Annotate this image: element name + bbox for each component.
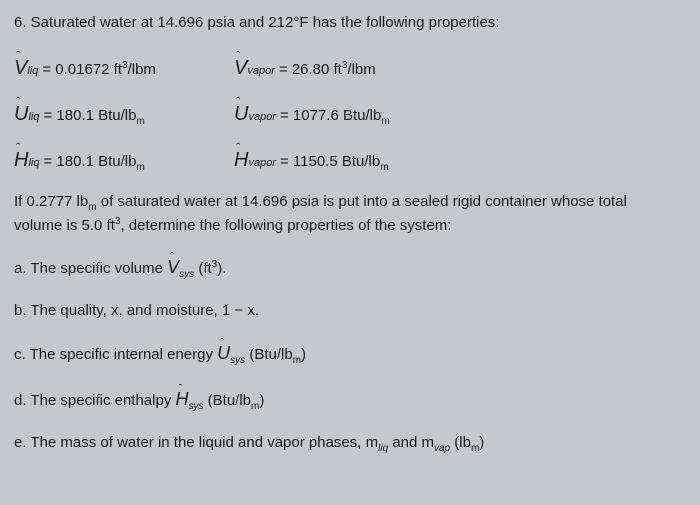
property-row-v: ˆVliq = 0.01672 ft3/lbm ˆVvapor = 26.80 … [14, 53, 694, 83]
question-b: b. The quality, x, and moisture, 1 − x. [14, 300, 694, 323]
question-a: a. The specific volume ˆVsys (ft3). [14, 254, 694, 282]
h-liq: ˆHliq = 180.1 Btu/lbm [14, 145, 234, 175]
question-c: c. The specific internal energy ˆUsys (B… [14, 340, 694, 368]
u-liq: ˆUliq = 180.1 Btu/lbm [14, 99, 234, 129]
u-vapor: ˆUvapor = 1077.6 Btu/lbm [234, 99, 390, 129]
h-vapor: ˆHvapor = 1150.5 Btu/lbm [234, 145, 389, 175]
v-vapor: ˆVvapor = 26.80 ft3/lbm [234, 53, 376, 83]
question-e: e. The mass of water in the liquid and v… [14, 432, 694, 456]
question-d: d. The specific enthalpy ˆHsys (Btu/lbm) [14, 386, 694, 414]
property-row-h: ˆHliq = 180.1 Btu/lbm ˆHvapor = 1150.5 B… [14, 145, 694, 175]
problem-statement: If 0.2777 lbm of saturated water at 14.6… [14, 191, 694, 236]
v-liq: ˆVliq = 0.01672 ft3/lbm [14, 53, 234, 83]
problem-header: 6. Saturated water at 14.696 psia and 21… [14, 12, 694, 35]
property-row-u: ˆUliq = 180.1 Btu/lbm ˆUvapor = 1077.6 B… [14, 99, 694, 129]
